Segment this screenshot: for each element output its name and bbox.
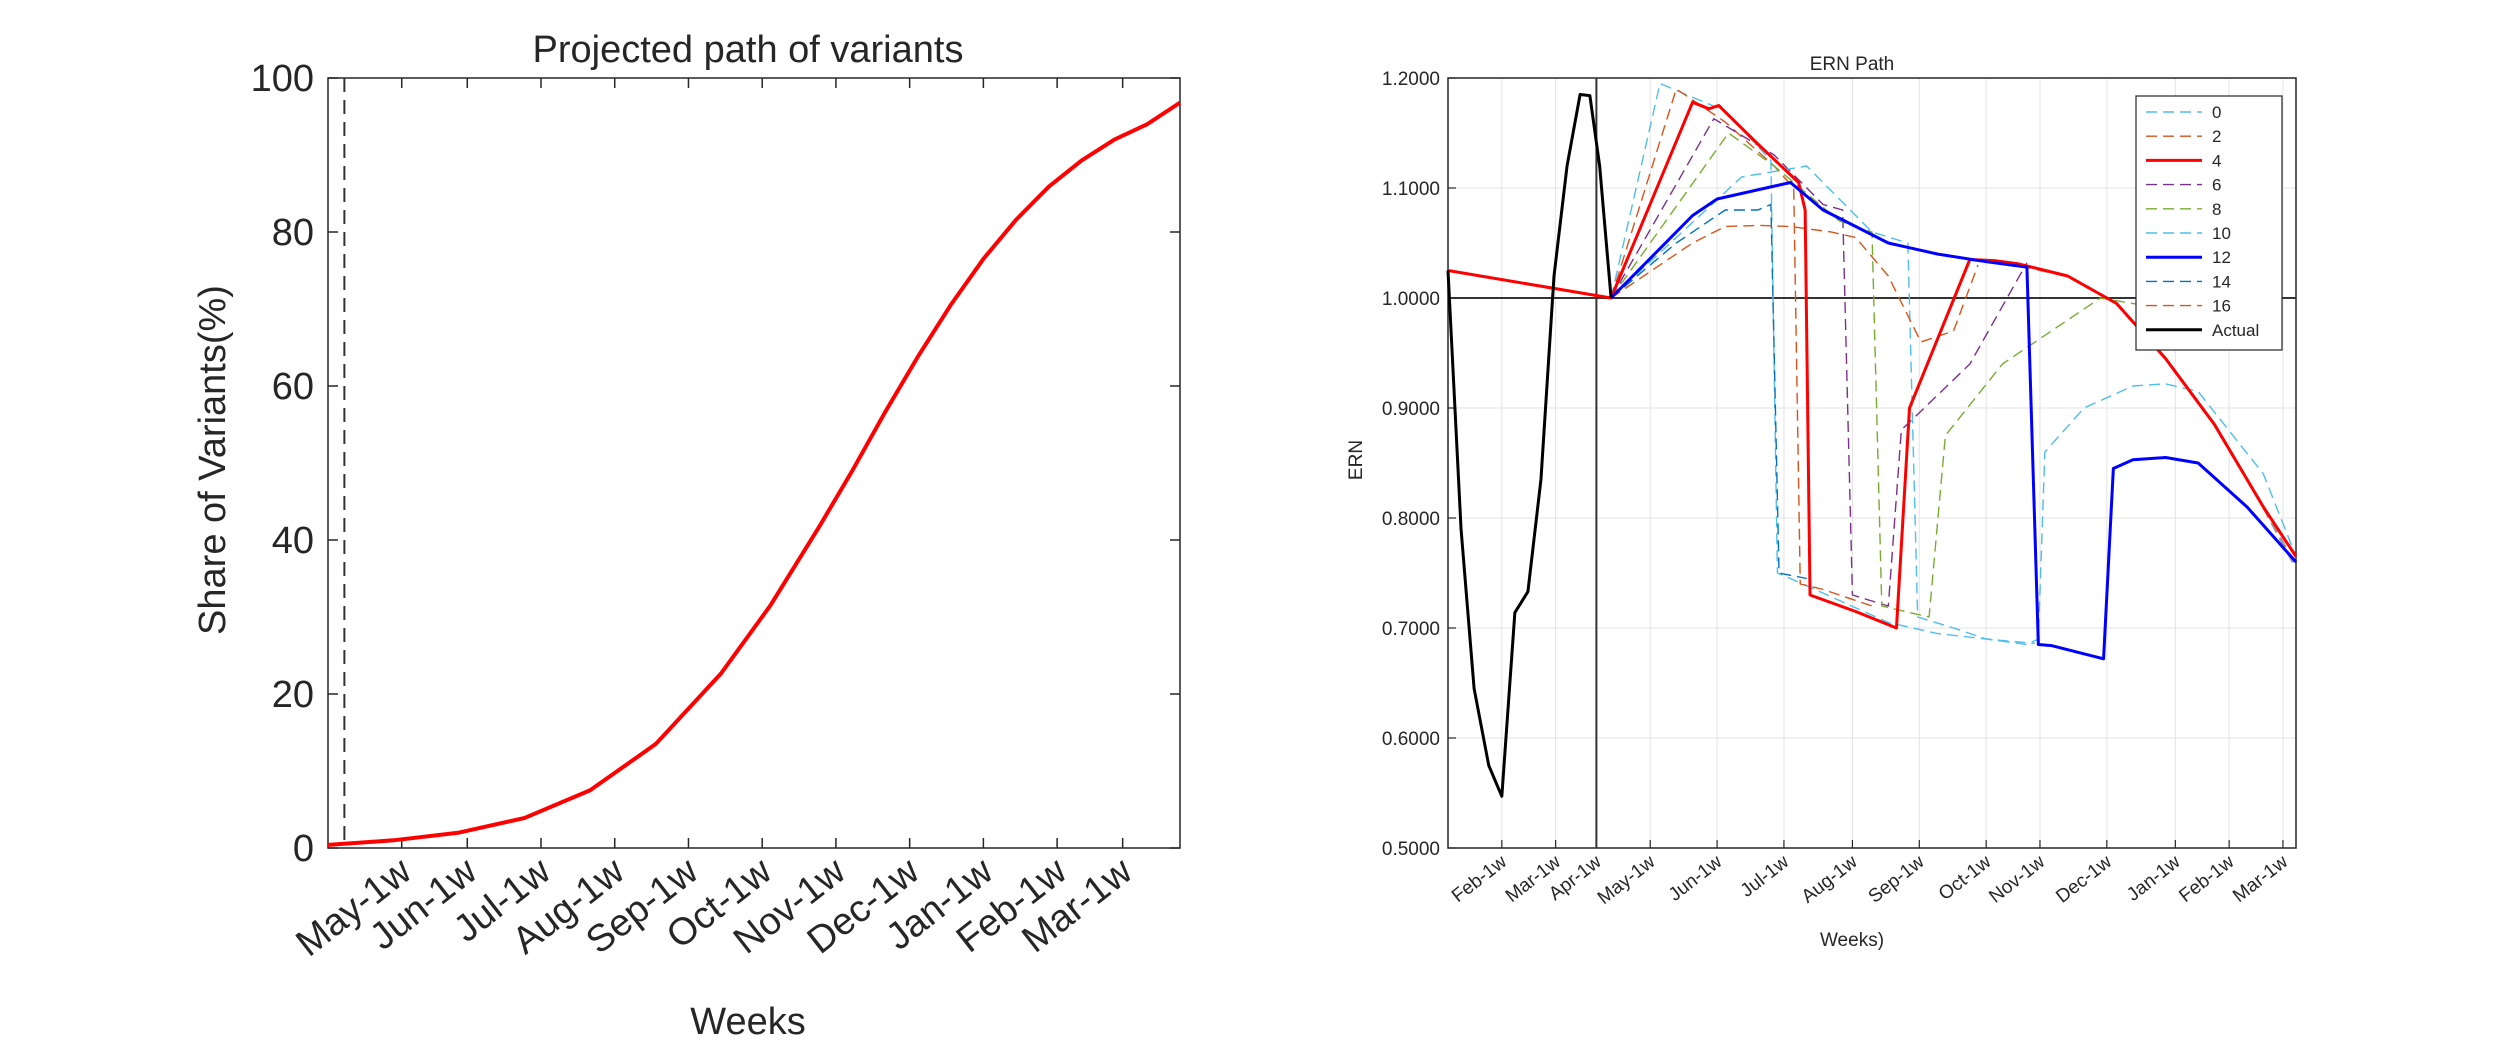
right-series-line-16 (1610, 224, 1979, 343)
right-series-line-6 (1610, 117, 2028, 607)
legend-box (2135, 95, 2283, 351)
right-x-tick-label: Mar-1w (2229, 851, 2292, 907)
left-y-tick-label: 0 (293, 828, 314, 870)
right-x-axis-label: Weeks) (1820, 930, 1884, 951)
right-y-tick-label: 1.0000 (1382, 289, 1440, 310)
legend-entry-label: 4 (2212, 151, 2221, 170)
right-x-tick-label: Jul-1w (1737, 851, 1793, 902)
right-x-tick-label: Dec-1w (2052, 851, 2116, 907)
right-series-line-0 (1610, 82, 2036, 645)
right-y-tick-label: 1.1000 (1382, 179, 1440, 200)
right-y-tick-label: 0.7000 (1382, 619, 1440, 640)
left-y-tick-label: 20 (272, 674, 314, 716)
left-y-tick-label: 100 (251, 58, 314, 100)
left-series-line-0 (327, 100, 1182, 847)
right-y-axis-label: ERN (1346, 440, 1367, 480)
left-plot-frame (327, 77, 1181, 849)
right-series-line-12 (1610, 181, 2298, 661)
right-x-tick-label: Feb-1w (2175, 851, 2238, 907)
right-series-line-Actual (1446, 93, 1613, 798)
right-x-tick-label: Jan-1w (2123, 851, 2184, 905)
right-y-tick-label: 0.6000 (1382, 729, 1440, 750)
right-x-tick-label: Sep-1w (1865, 851, 1929, 907)
right-series-line-10 (1610, 165, 2297, 646)
right-x-tick-label: Feb-1w (1448, 851, 1511, 907)
legend-entry-label: 2 (2212, 127, 2221, 146)
right-series-line-14 (1610, 203, 1807, 580)
right-plot-frame (1447, 77, 2297, 849)
right-x-tick-label: Jun-1w (1665, 851, 1726, 905)
legend-entry-label: 8 (2212, 200, 2221, 219)
legend-entry-label: 16 (2212, 297, 2231, 316)
legend-entry-label: 6 (2212, 176, 2221, 195)
right-x-tick-label: Nov-1w (1985, 851, 2049, 907)
right-y-tick-label: 0.5000 (1382, 839, 1440, 860)
legend-entry-label: 12 (2212, 248, 2231, 267)
legend-entry-label: 14 (2212, 272, 2231, 291)
legend-entry-label: Actual (2212, 321, 2259, 340)
right-y-tick-label: 1.2000 (1382, 69, 1440, 90)
right-chart: ERN Path 0.5000 0.6000 0.7000 0.8000 0.9000 1… (1346, 54, 2298, 951)
left-chart: Projected path of variants 020406080100M… (192, 29, 1182, 1042)
right-series-line-2 (1610, 88, 1873, 607)
left-y-axis-label: Share of Variants(%) (192, 285, 234, 635)
right-x-tick-label: Aug-1w (1798, 851, 1862, 907)
right-x-tick-label: May-1w (1594, 851, 1660, 909)
legend-entry-label: 10 (2212, 224, 2231, 243)
left-y-tick-label: 80 (272, 212, 314, 254)
right-y-tick-label: 0.9000 (1382, 399, 1440, 420)
right-x-tick-label: Oct-1w (1935, 851, 1996, 905)
left-y-tick-label: 40 (272, 520, 314, 562)
left-plot-area: 020406080100May-1wJun-1wJul-1wAug-1wSep-… (251, 58, 1182, 965)
right-y-tick-label: 0.8000 (1382, 509, 1440, 530)
left-chart-title: Projected path of variants (533, 29, 964, 71)
left-x-axis-label: Weeks (690, 1001, 805, 1042)
right-series-line-8 (1610, 132, 2166, 618)
legend-entry-label: 0 (2212, 103, 2221, 122)
left-y-tick-label: 60 (272, 366, 314, 408)
right-legend: 0 2 4 6 8 10 12 14 16 Actual (2135, 95, 2283, 351)
right-chart-title: ERN Path (1810, 54, 1894, 75)
